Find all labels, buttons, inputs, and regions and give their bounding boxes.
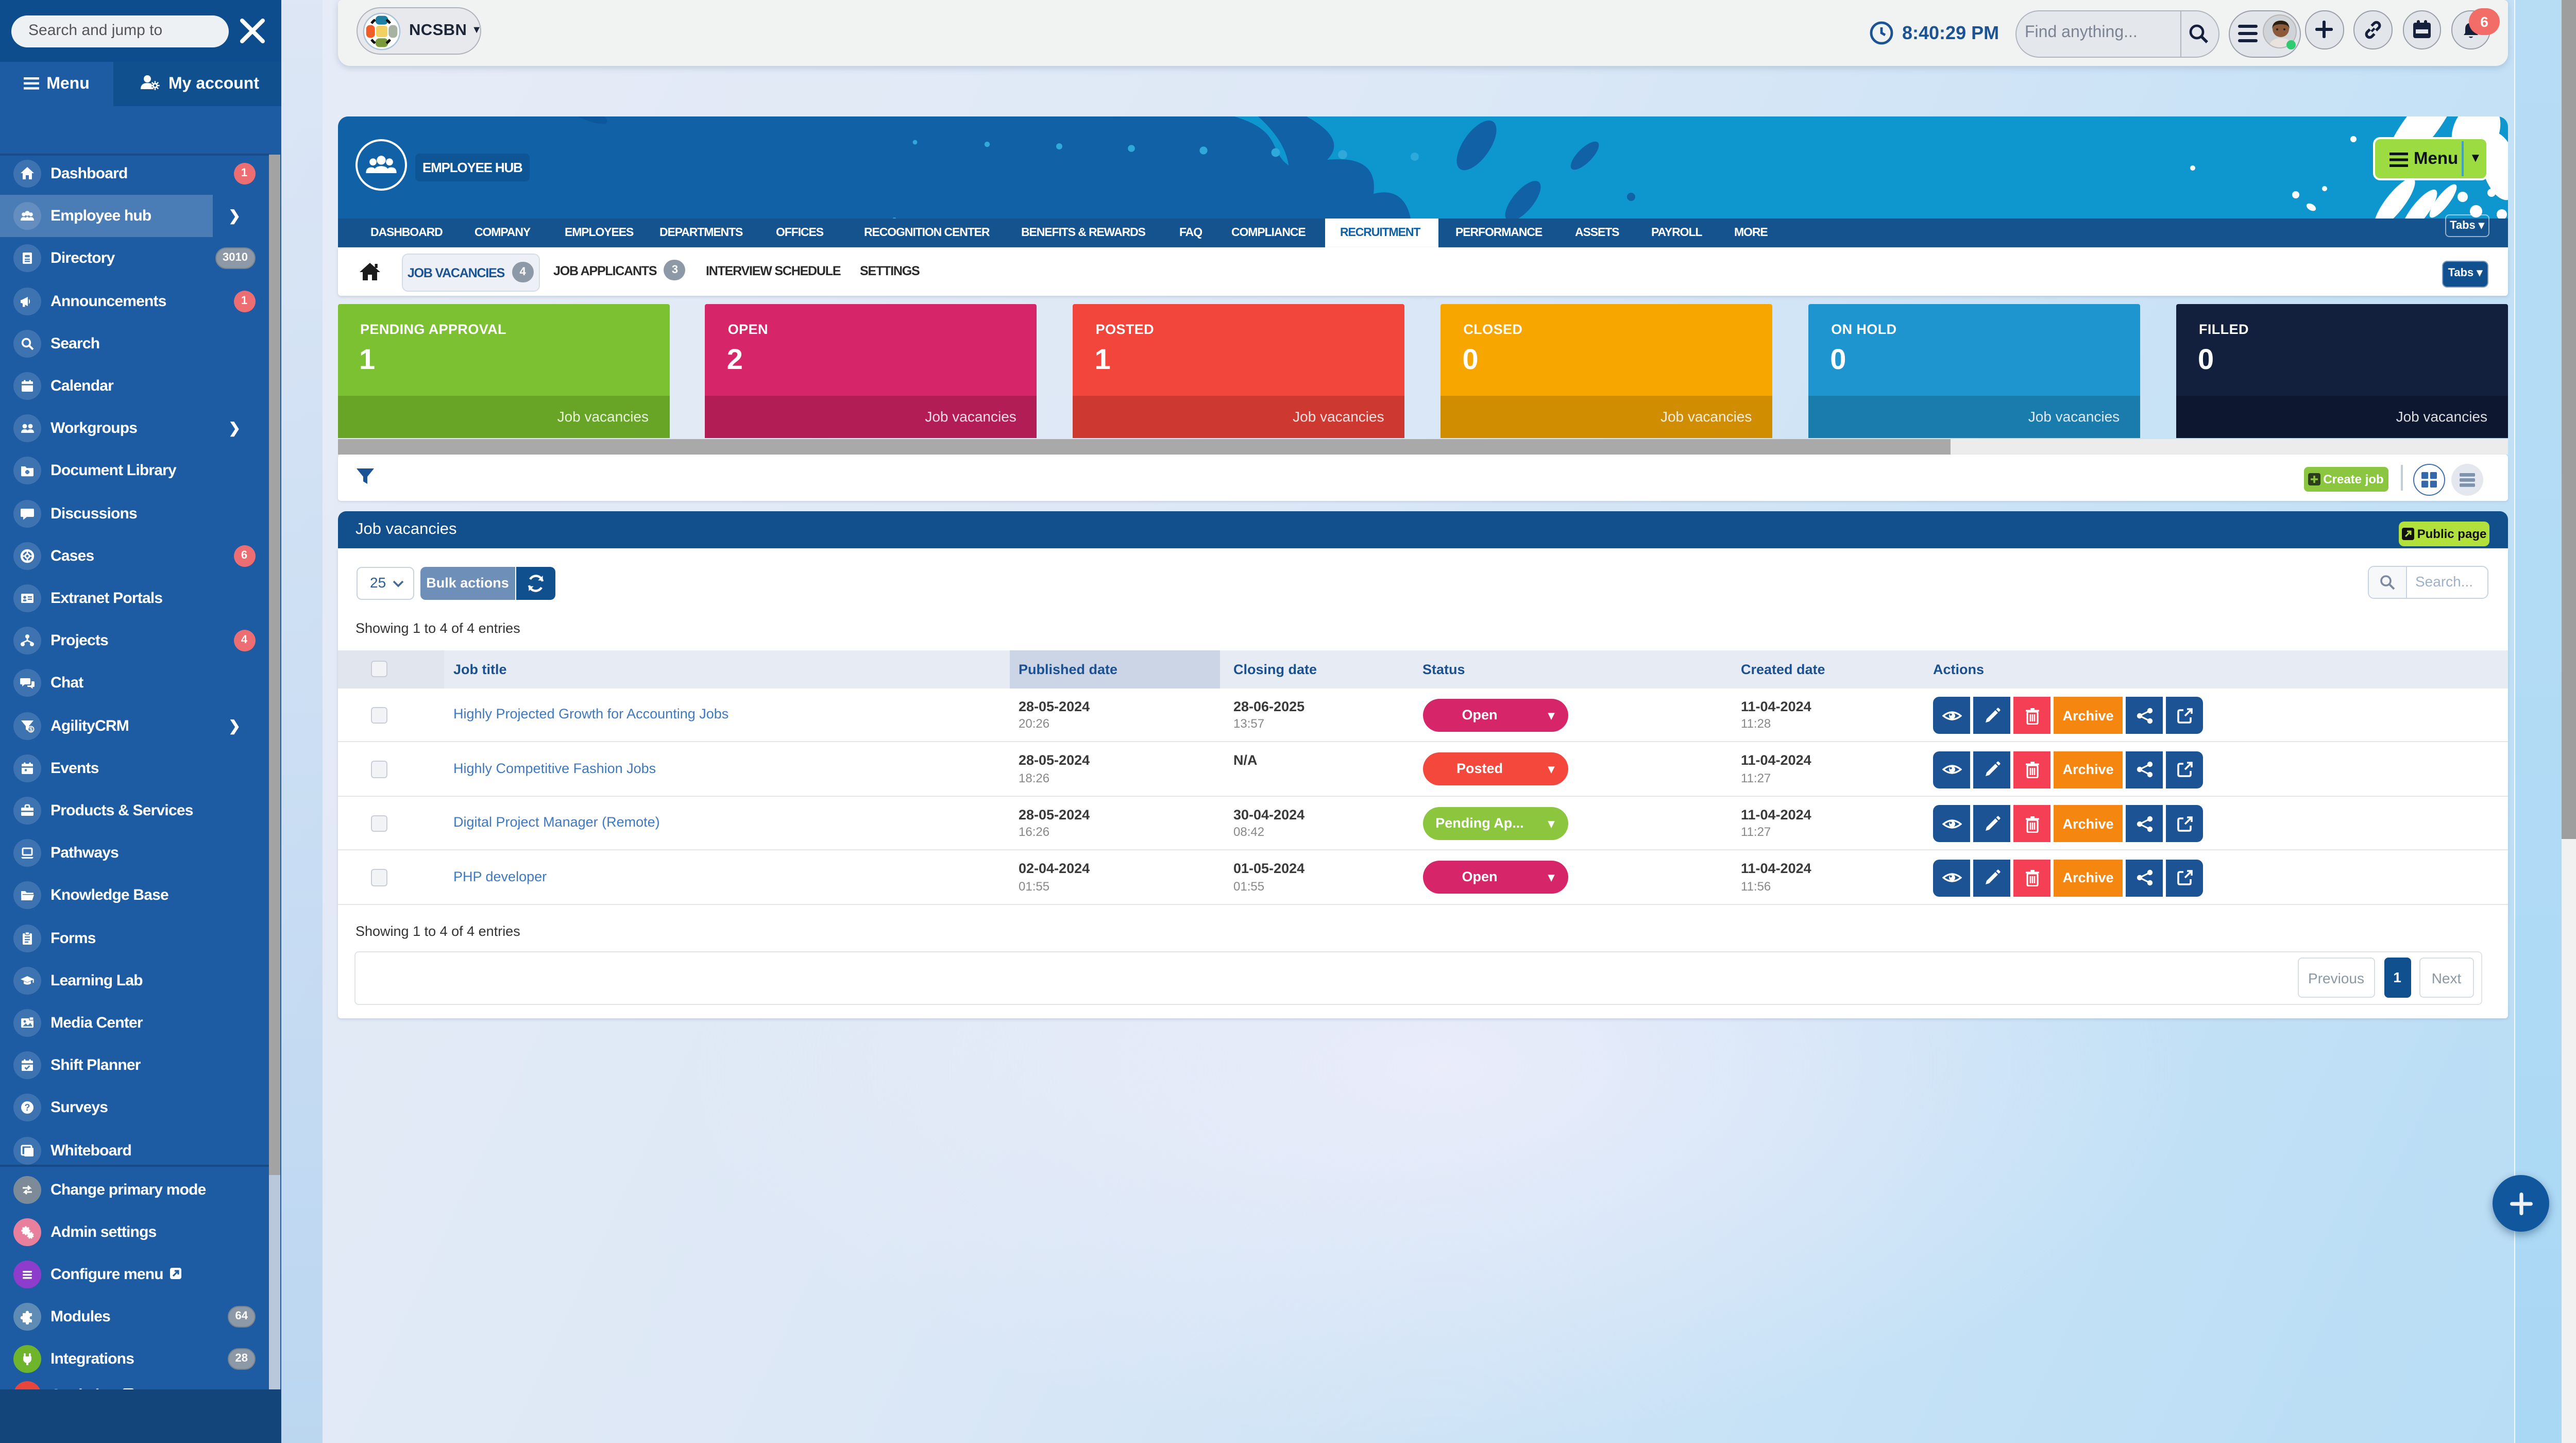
svg-text:?: ? [24, 1103, 30, 1113]
svg-text:$: $ [29, 726, 32, 732]
